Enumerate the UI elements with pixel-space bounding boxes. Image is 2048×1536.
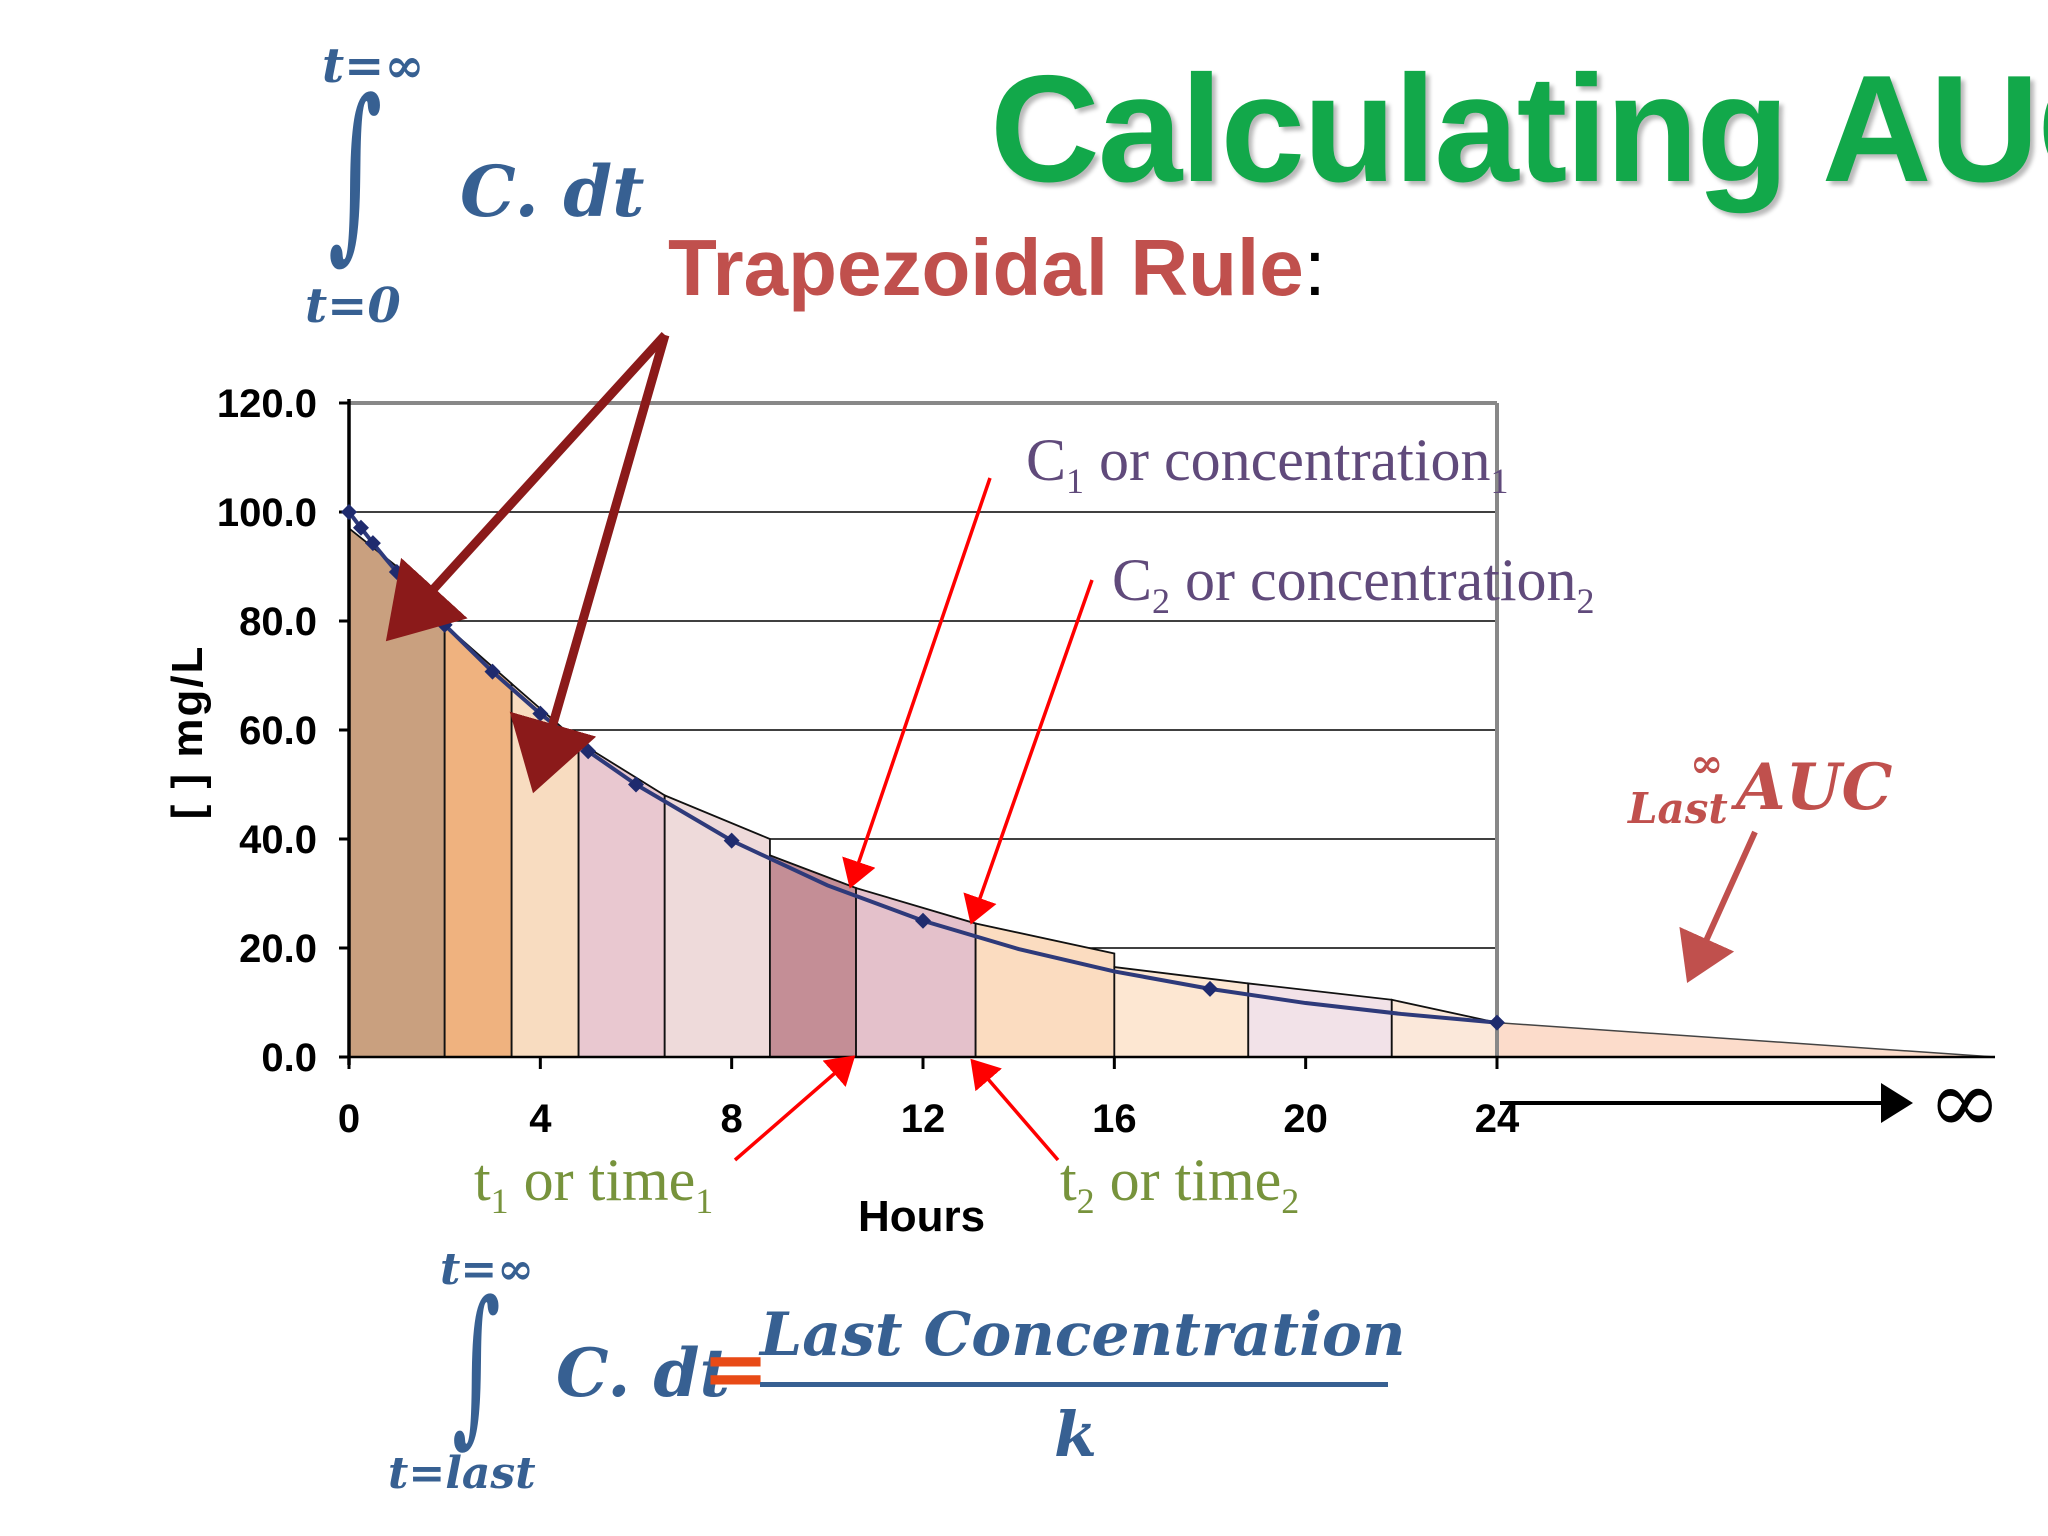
integral-top-lower: t=0 — [305, 278, 401, 334]
formula-lower: t=last — [388, 1448, 536, 1499]
c2-text: or concentration — [1170, 547, 1577, 613]
t2-annotation: t2 or time2 — [1060, 1146, 1299, 1222]
y-tick-label: 60.0 — [239, 709, 317, 753]
c2-sub2: 2 — [1576, 581, 1595, 621]
arrow-trapezoid-2 — [509, 333, 670, 794]
last-auc-sup: ∞ — [1690, 740, 1724, 787]
trapezoidal-rule-text: Trapezoidal Rule — [668, 223, 1304, 312]
trapezoids-group — [348, 526, 1498, 1058]
tail-area-group — [1496, 1021, 1996, 1058]
y-tick-label: 80.0 — [239, 600, 317, 644]
last-auc-sub: Last — [1628, 784, 1728, 833]
heading-colon: : — [1303, 223, 1326, 312]
arrow-last-auc — [1679, 830, 1758, 983]
t1-sub2: 1 — [695, 1181, 714, 1221]
trapezoid-4 — [577, 740, 666, 1058]
x-axis-title: Hours — [858, 1192, 986, 1241]
formula-integrand: C. dt — [556, 1334, 730, 1412]
formula-fraction-bar — [760, 1382, 1388, 1387]
arrow-t1 — [733, 1055, 856, 1162]
trapezoidal-rule-heading: Trapezoidal Rule: — [668, 222, 1326, 314]
x-tick-label: 0 — [338, 1097, 360, 1141]
trapezoid-11 — [1390, 998, 1498, 1058]
y-tick-label: 20.0 — [239, 927, 317, 971]
x-tick-label: 4 — [529, 1097, 552, 1141]
data-point-11 — [915, 912, 931, 929]
data-point-9 — [628, 776, 644, 793]
last-auc-main: AUC — [1736, 750, 1893, 825]
y-tick-label: 100.0 — [217, 491, 317, 535]
trapezoid-10 — [1247, 982, 1393, 1058]
data-point-6 — [484, 663, 501, 680]
formula-integral-symbol: ∫ — [452, 1265, 501, 1463]
x-tick-label: 16 — [1092, 1097, 1137, 1141]
c1-text: or concentration — [1084, 427, 1491, 493]
arrow-trapezoid-1 — [385, 331, 669, 642]
c1-main: C — [1026, 427, 1067, 493]
data-point-2 — [352, 519, 369, 536]
c2-main: C — [1112, 547, 1153, 613]
arrow-t2 — [970, 1058, 1060, 1162]
formula-numerator: Last Concentration — [760, 1300, 1406, 1370]
integral-top-integrand: C. dt — [460, 150, 645, 233]
x-tick-label: 12 — [901, 1097, 946, 1141]
c1-annotation: C1 or concentration1 — [1026, 426, 1509, 502]
arrow-c2 — [963, 579, 1094, 925]
x-tick-label: 8 — [721, 1097, 743, 1141]
c2-sub: 2 — [1152, 581, 1171, 621]
t1-text: or time — [508, 1147, 696, 1213]
formula-upper: t=∞ — [440, 1244, 534, 1295]
data-point-13 — [1489, 1014, 1505, 1031]
c1-sub2: 1 — [1490, 461, 1509, 501]
t2-sub: 2 — [1076, 1181, 1095, 1221]
integral-top-symbol: ∫ — [328, 59, 383, 280]
trapezoid-5 — [663, 794, 771, 1058]
trapezoid-2 — [443, 622, 513, 1058]
y-tick-label: 0.0 — [261, 1036, 317, 1080]
data-point-3 — [364, 535, 381, 552]
t1-sub: 1 — [490, 1181, 509, 1221]
slide-title: Calculating AUC — [990, 44, 2048, 214]
arrows-group — [385, 331, 1913, 1162]
data-point-12 — [1202, 980, 1218, 997]
tail-area — [1496, 1021, 1996, 1058]
t2-main: t — [1060, 1147, 1077, 1213]
formula-denominator: k — [1054, 1398, 1097, 1471]
trapezoid-9 — [1113, 966, 1250, 1058]
integral-top-upper: t=∞ — [322, 38, 425, 94]
trapezoid-7 — [855, 886, 977, 1058]
t1-annotation: t1 or time1 — [474, 1146, 713, 1222]
t1-main: t — [474, 1147, 491, 1213]
formula-equals: = — [702, 1322, 770, 1415]
x-tick-label: 20 — [1283, 1097, 1328, 1141]
y-axis-title: [ ] mg/L — [163, 644, 212, 820]
y-tick-label: 40.0 — [239, 818, 317, 862]
c2-annotation: C2 or concentration2 — [1112, 546, 1595, 622]
data-point-10 — [723, 832, 740, 849]
data-point-1 — [341, 504, 357, 520]
c1-sub: 1 — [1066, 461, 1085, 501]
y-tick-label: 120.0 — [217, 382, 317, 426]
infinity-symbol: ∞ — [1928, 1050, 2002, 1153]
t2-text: or time — [1094, 1147, 1282, 1213]
t2-sub2: 2 — [1281, 1181, 1300, 1221]
arrow-c1 — [842, 477, 992, 889]
trapezoid-6 — [769, 854, 857, 1058]
